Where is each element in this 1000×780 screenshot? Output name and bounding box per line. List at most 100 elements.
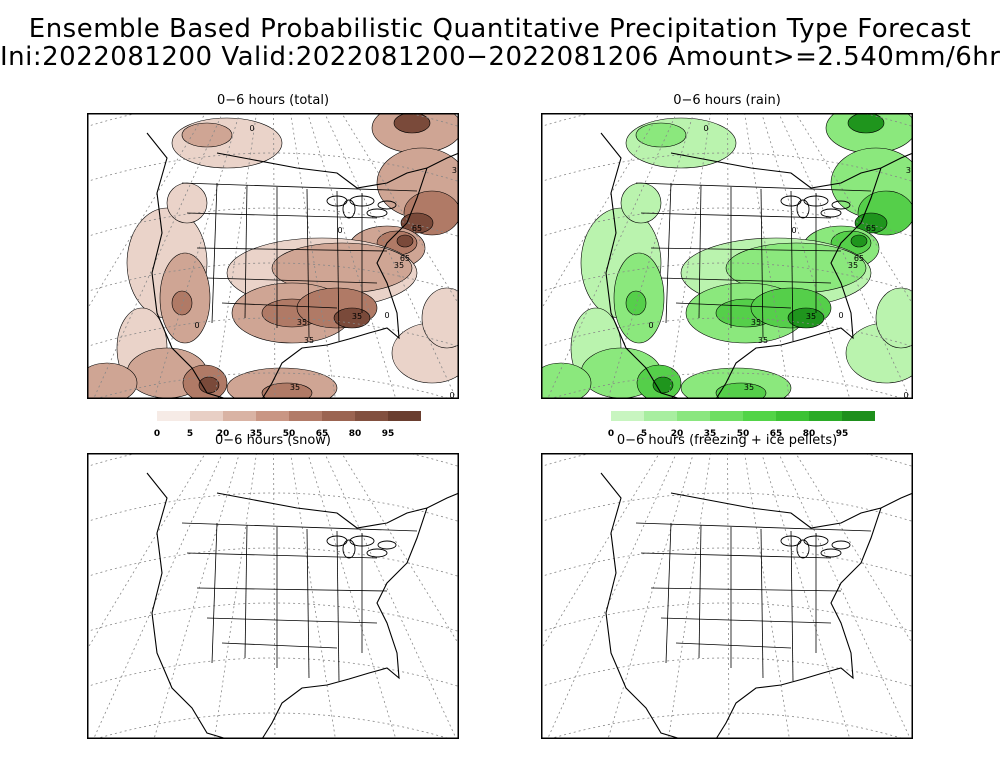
longitude-gridline <box>93 113 223 399</box>
precip-contour <box>333 307 371 329</box>
longitude-gridline <box>547 113 677 399</box>
colorbar-swatch <box>322 411 355 421</box>
precip-contour <box>635 122 687 148</box>
colorbar-tick-label: 20 <box>670 429 684 439</box>
colorbar-rain: 0 5 20 35 50 65 80 95 <box>608 406 875 441</box>
colorbar-swatch <box>776 411 809 421</box>
state-border <box>336 190 340 342</box>
lake <box>377 540 397 550</box>
lake <box>377 200 397 210</box>
precip-contour <box>261 382 313 399</box>
latitude-gridline <box>87 453 459 467</box>
latitude-gridline <box>541 547 913 577</box>
lake <box>366 208 388 218</box>
state-border <box>336 530 340 682</box>
state-border <box>760 528 764 679</box>
state-border <box>665 182 672 324</box>
map-panel-total: 353535356565353500000 <box>87 113 459 399</box>
latitude-gridline <box>87 317 459 347</box>
contour-label: 65 <box>412 224 422 233</box>
colorbar-rain-labels: 0 5 20 35 50 65 80 95 <box>608 429 875 441</box>
contour-label: 0 <box>648 321 653 330</box>
latitude-gridline <box>541 262 913 292</box>
latitude-gridline <box>87 602 459 632</box>
colorbar-total: 0 5 20 35 50 65 80 95 <box>154 406 421 441</box>
contour-label: 35 <box>906 166 913 175</box>
longitude-gridline <box>761 113 851 399</box>
lake <box>820 548 842 558</box>
contour-label: 0 <box>337 226 342 235</box>
latitude-gridline <box>541 657 913 687</box>
precip-contour <box>625 290 647 316</box>
lake <box>803 195 829 207</box>
state-border <box>698 184 702 319</box>
longitude-gridline <box>668 453 711 739</box>
longitude-gridline <box>93 453 223 739</box>
precip-contour <box>787 307 825 329</box>
precip-contour <box>87 362 138 399</box>
colorbar-swatch <box>743 411 776 421</box>
state-border <box>790 190 794 342</box>
longitude-gridline <box>214 113 257 399</box>
map-svg-0: 353535356565353500000 <box>87 113 459 399</box>
contour-label: 0 <box>249 124 254 133</box>
state-border <box>790 530 794 682</box>
latitude-gridline <box>87 113 459 127</box>
longitude-gridline <box>761 453 851 739</box>
panel-title-freezing: 0−6 hours (freezing + ice pellets) <box>616 433 838 448</box>
colorbar-tick-label: 95 <box>381 429 395 439</box>
state-border <box>306 528 310 679</box>
colorbar-tick-label: 95 <box>835 429 849 439</box>
colorbar-swatch <box>677 411 710 421</box>
longitude-gridline <box>290 453 336 739</box>
colorbar-tick-label: 5 <box>186 429 194 439</box>
lake <box>342 539 356 559</box>
map-panel-rain: 353535356565353500000 <box>541 113 913 399</box>
panel-title-snow: 0−6 hours (snow) <box>215 433 331 448</box>
precip-contour <box>850 234 868 248</box>
latitude-gridline <box>541 453 913 467</box>
longitude-gridline <box>744 453 790 739</box>
state-border <box>196 587 388 592</box>
latitude-gridline <box>87 657 459 687</box>
colorbar-rain-swatches <box>611 411 875 421</box>
longitude-gridline <box>214 453 257 739</box>
longitude-gridline <box>727 453 730 739</box>
contour-label: 65 <box>854 254 864 263</box>
colorbar-swatch <box>157 411 190 421</box>
contour-label: 65 <box>866 224 876 233</box>
coastline <box>600 472 913 739</box>
latitude-gridline <box>94 372 452 399</box>
state-border <box>698 524 702 659</box>
state-border <box>181 182 418 192</box>
map-svg-1: 353535356565353500000 <box>541 113 913 399</box>
colorbar-swatch <box>611 411 644 421</box>
longitude-gridline <box>547 453 677 739</box>
state-border <box>181 522 418 532</box>
state-border <box>211 182 218 324</box>
colorbar-swatch <box>289 411 322 421</box>
lake <box>349 535 375 547</box>
colorbar-tick-label: 65 <box>769 429 783 439</box>
longitude-gridline <box>273 113 276 399</box>
state-border <box>244 184 248 319</box>
state-border <box>635 182 872 192</box>
precip-contour <box>715 382 767 399</box>
latitude-gridline <box>548 712 906 739</box>
latitude-gridline <box>87 152 459 182</box>
lake <box>796 539 810 559</box>
panel-title-rain: 0−6 hours (rain) <box>673 93 781 108</box>
longitude-gridline <box>727 113 730 399</box>
colorbar-swatch <box>190 411 223 421</box>
lake <box>820 208 842 218</box>
contour-label: 0 <box>791 226 796 235</box>
colorbar-tick-label: 65 <box>315 429 329 439</box>
lake <box>342 199 356 219</box>
state-border <box>206 617 378 624</box>
map-panel-snow <box>87 453 459 739</box>
contour-label: 65 <box>400 254 410 263</box>
colorbar-swatch <box>842 411 875 421</box>
lake <box>803 535 829 547</box>
state-border <box>660 617 832 624</box>
precip-contour <box>847 113 885 134</box>
